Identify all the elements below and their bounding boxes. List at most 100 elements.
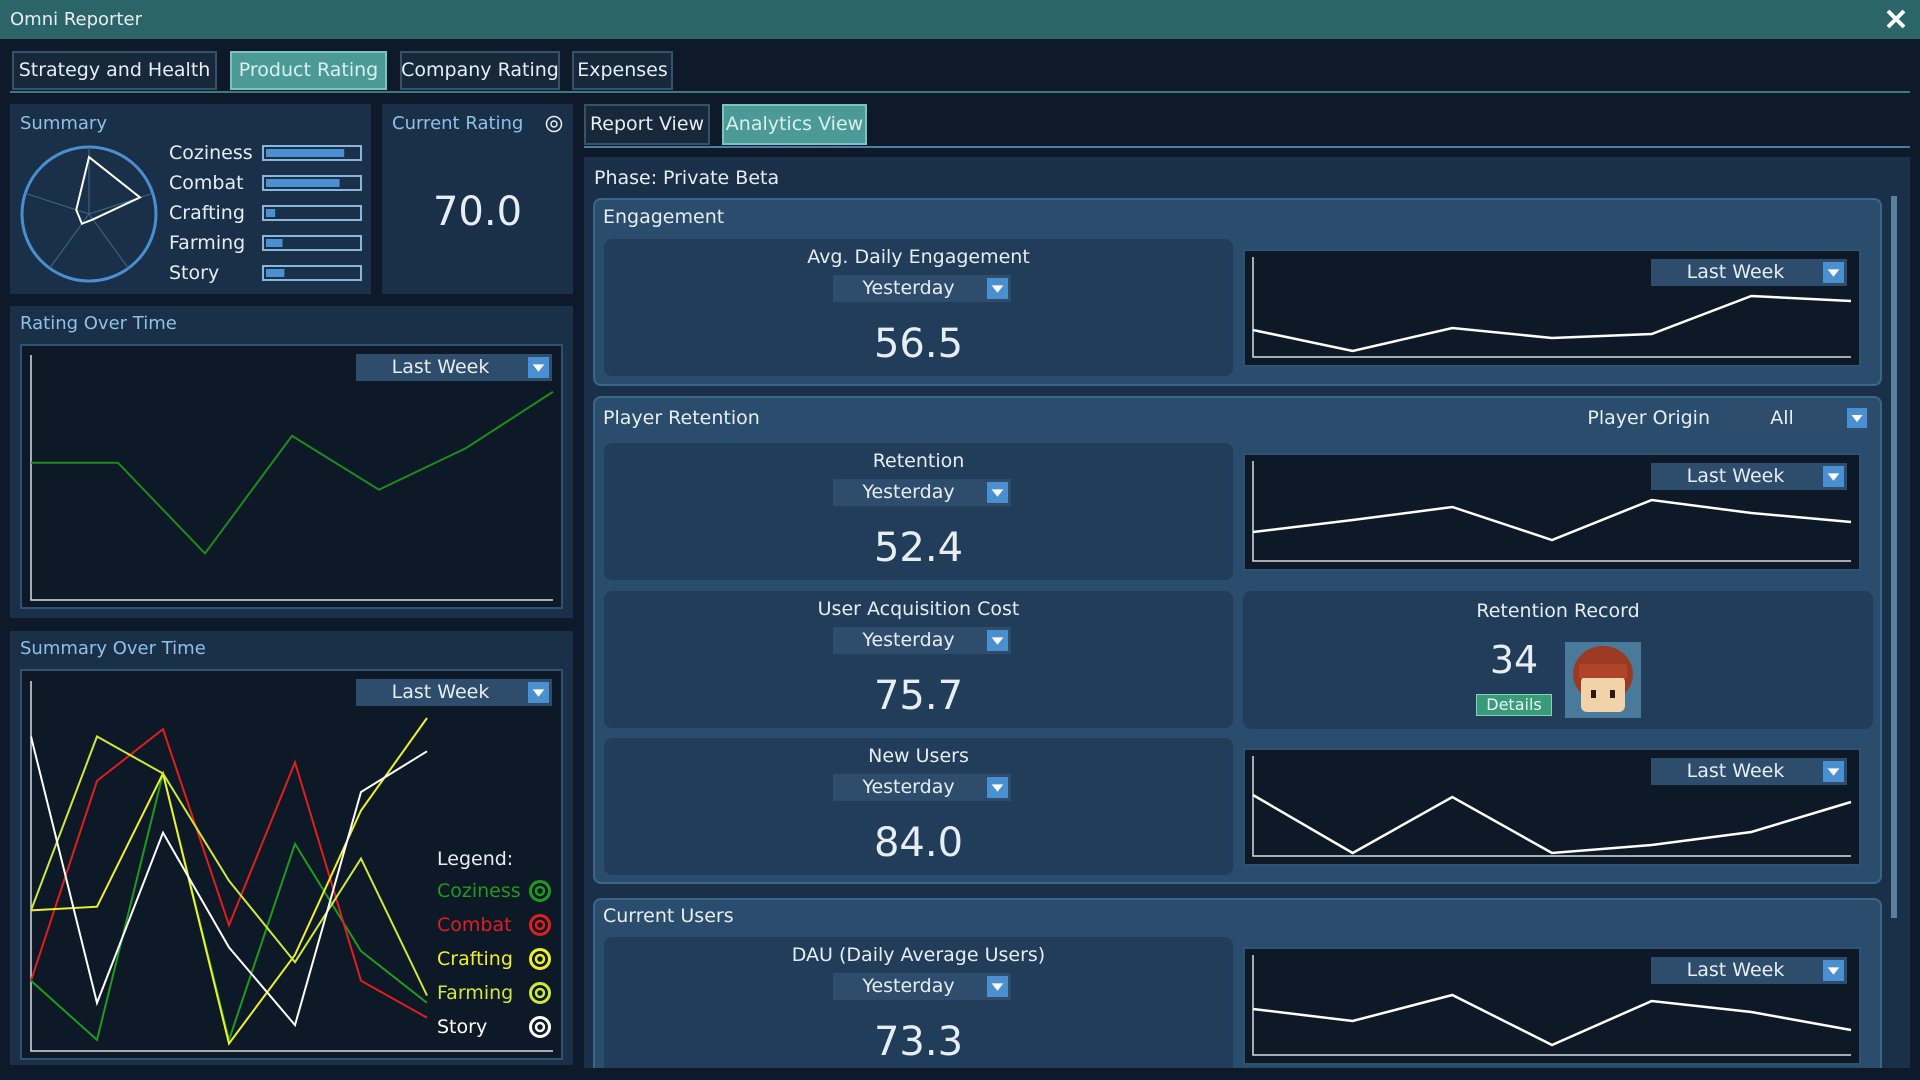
dropdown-arrow <box>1823 262 1844 283</box>
summary-line-chart <box>30 681 553 1052</box>
bar-track <box>262 265 362 281</box>
view-tab[interactable]: Analytics View <box>722 104 867 145</box>
dropdown[interactable]: Last Week <box>356 679 552 706</box>
dropdown[interactable]: All <box>1720 405 1870 431</box>
record-title: Retention Record <box>1476 599 1640 622</box>
bar-fill <box>266 239 283 247</box>
summary-label: Coziness <box>169 141 253 164</box>
trend-line <box>1252 793 1852 855</box>
legend-dot <box>534 1021 546 1033</box>
legend-icon <box>529 880 551 902</box>
window-title: Omni Reporter <box>10 9 142 30</box>
arrow-icon <box>991 784 1004 792</box>
dropdown-value: Yesterday <box>862 975 955 997</box>
legend-icon <box>529 1016 551 1038</box>
dropdown-arrow <box>528 682 549 703</box>
main-tab[interactable]: Product Rating <box>230 51 387 90</box>
view-tab[interactable]: Report View <box>584 104 710 145</box>
chart-axes <box>30 681 553 1052</box>
arrow-icon <box>991 983 1004 991</box>
trend-line <box>1252 498 1852 542</box>
legend-ring <box>529 1016 551 1038</box>
legend-entry: Farming <box>437 981 514 1004</box>
scrollbar <box>1891 196 1897 918</box>
bar-fill <box>266 209 276 217</box>
main-tab[interactable]: Expenses <box>572 51 673 90</box>
dropdown[interactable]: Yesterday <box>833 479 1011 506</box>
dropdown-value: Yesterday <box>862 629 955 651</box>
legend-dot <box>534 919 546 931</box>
dropdown[interactable]: Yesterday <box>833 973 1011 1000</box>
bar-track <box>262 235 362 251</box>
dropdown[interactable]: Last Week <box>1651 259 1847 286</box>
arrow-icon <box>532 364 545 372</box>
bar-fill <box>266 179 340 187</box>
help-dot <box>550 120 558 128</box>
record-card <box>1243 591 1873 729</box>
chart-axes <box>1252 955 1851 1056</box>
dropdown-arrow <box>987 482 1008 503</box>
legend-ring <box>529 982 551 1004</box>
rating-panel <box>382 104 573 294</box>
series-line <box>30 735 428 996</box>
details-button[interactable]: Details <box>1476 694 1552 716</box>
radar-chart <box>20 145 158 283</box>
summary-panel <box>10 104 371 294</box>
arrow-icon <box>1827 967 1840 975</box>
dropdown-value: All <box>1770 406 1794 429</box>
dropdown-value: Yesterday <box>862 277 955 299</box>
metric-value: 73.3 <box>873 1019 964 1065</box>
chart-axes <box>1252 756 1851 857</box>
phase-value: Private Beta <box>663 166 780 189</box>
legend-icon <box>529 914 551 936</box>
metric-title: User Acquisition Cost <box>817 597 1020 620</box>
arrow-icon <box>991 285 1004 293</box>
metric-card <box>604 937 1233 1074</box>
dropdown[interactable]: Last Week <box>1651 463 1847 490</box>
metric-card <box>604 738 1233 875</box>
series-line <box>30 736 428 1028</box>
dropdown-value: Yesterday <box>862 481 955 503</box>
trend-chart <box>1252 756 1852 857</box>
series-line <box>30 717 428 1046</box>
dropdown-arrow <box>1823 960 1844 981</box>
help-circle <box>545 115 563 133</box>
chart-axes <box>1252 461 1851 562</box>
dropdown[interactable]: Yesterday <box>833 774 1011 801</box>
arrow-icon <box>1827 269 1840 277</box>
summary-bar <box>262 145 362 161</box>
radar-axis <box>25 192 90 215</box>
legend-ring <box>529 914 551 936</box>
dropdown-value: Yesterday <box>862 776 955 798</box>
avatar-bangs <box>1579 664 1627 678</box>
dropdown[interactable]: Last Week <box>1651 758 1847 785</box>
legend-entry: Crafting <box>437 947 513 970</box>
dropdown[interactable]: Last Week <box>1651 957 1847 984</box>
dropdown[interactable]: Last Week <box>356 354 552 381</box>
dropdown[interactable]: Yesterday <box>833 627 1011 654</box>
panel-title: Rating Over Time <box>20 313 177 334</box>
dropdown[interactable]: Yesterday <box>833 275 1011 302</box>
legend-dot <box>534 987 546 999</box>
close-button[interactable] <box>1886 9 1906 29</box>
summary-bar <box>262 265 362 281</box>
main-tab[interactable]: Company Rating <box>400 51 560 90</box>
rating-line-chart <box>30 355 554 601</box>
section-title: Engagement <box>603 205 725 228</box>
panel-title: Current Rating <box>392 113 524 134</box>
avatar-face <box>1581 676 1625 712</box>
legend-ring <box>529 948 551 970</box>
main-tab[interactable]: Strategy and Health <box>12 51 217 90</box>
filter-label: Player Origin <box>1587 406 1710 429</box>
metric-value: 75.7 <box>873 673 964 719</box>
summary-label: Combat <box>169 171 244 194</box>
dropdown-arrow <box>987 976 1008 997</box>
avatar-eye <box>1610 690 1615 698</box>
metric-title: New Users <box>868 744 969 767</box>
trend-chart <box>1252 257 1852 358</box>
legend-icon <box>529 948 551 970</box>
record-value: 34 <box>1489 638 1539 682</box>
bar-track <box>262 205 362 221</box>
chart-axes <box>1252 257 1851 358</box>
